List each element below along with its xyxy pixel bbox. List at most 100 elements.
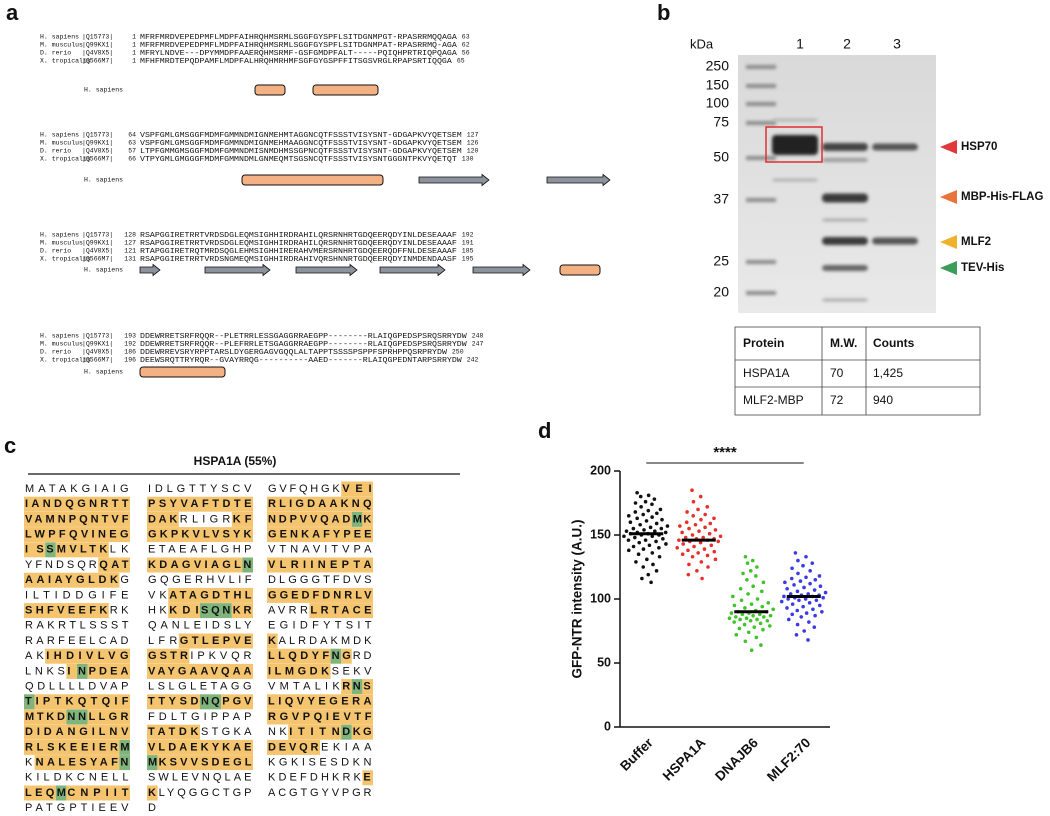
gel-unit: kDa (690, 36, 714, 51)
end-position: 195 (462, 256, 474, 263)
residues: S (363, 681, 370, 693)
sequence: MFHFMRDTEPQDPAMFLMDPFALHRQHMRHMFSGFGYGSP… (140, 58, 453, 66)
data-point (681, 542, 686, 546)
data-point (712, 516, 716, 521)
accession: |Q566M7| (82, 58, 113, 65)
covered-highlight (66, 785, 130, 801)
residues: I (67, 665, 70, 677)
residues: RD (353, 650, 372, 662)
residues: RGVPQIEVTF (268, 711, 372, 723)
residues: GKPKVLVSYK (148, 529, 252, 541)
covered-highlight (351, 724, 373, 740)
covered-highlight (341, 679, 352, 695)
species-name: M. musculus (40, 341, 83, 348)
residues: LFR (148, 635, 177, 647)
data-point (751, 613, 755, 618)
data-point (761, 615, 766, 619)
data-point (686, 548, 690, 553)
covered-highlight (24, 542, 46, 558)
data-point (633, 510, 638, 514)
modified-highlight (66, 709, 88, 725)
residues: EGIDFYTSIT (268, 620, 372, 632)
modified-highlight (351, 511, 363, 527)
covered-highlight (221, 694, 253, 710)
covered-highlight (267, 694, 373, 710)
data-point (639, 505, 643, 509)
data-point (817, 603, 822, 608)
data-point (795, 622, 800, 627)
data-point (750, 558, 755, 563)
data-point (646, 572, 651, 577)
residues: GQGERHVLIF (148, 574, 252, 586)
accession: |Q4V8X5| (82, 148, 113, 155)
data-point (743, 639, 748, 644)
data-point (647, 543, 652, 548)
covered-highlight (362, 770, 373, 786)
data-point (752, 625, 757, 629)
data-point (788, 592, 793, 596)
residues: M (120, 741, 129, 753)
species-name: D. rerio (40, 349, 71, 356)
data-point (798, 579, 803, 583)
start-position: 186 (124, 349, 136, 356)
data-point (703, 512, 707, 517)
data-point (636, 552, 641, 556)
residues: KDAGVIAGL (148, 559, 241, 571)
start-position: 1 (132, 34, 136, 41)
covered-highlight (231, 603, 253, 619)
data-point (700, 576, 704, 581)
residues: TATDK (148, 726, 199, 738)
modified-highlight (119, 739, 130, 755)
residues: IHDIVLVG (46, 650, 128, 662)
data-point (655, 511, 659, 516)
covered-highlight (147, 511, 179, 527)
gel-band (772, 135, 818, 155)
data-point (760, 604, 765, 609)
start-position: 196 (124, 357, 136, 364)
data-point (690, 488, 694, 493)
species-name: X. tropicalis (40, 256, 91, 263)
sequence: LTPFGMMGMSGGFMDMFGMMNDMISNMDHMSSGPNCQTFS… (140, 148, 462, 156)
modified-highlight (45, 542, 56, 558)
highlight-box (765, 126, 823, 163)
modified-highlight (351, 679, 363, 695)
covered-highlight (147, 557, 243, 573)
start-position: 128 (124, 232, 136, 239)
covered-highlight (24, 527, 130, 543)
data-point (741, 571, 745, 576)
data-point (709, 543, 714, 548)
species-name: M. musculus (40, 240, 83, 247)
data-point (768, 613, 773, 618)
residues: LWPFQVINEG (25, 529, 129, 541)
y-tick-label: 150 (590, 527, 611, 541)
end-position: 120 (467, 148, 479, 155)
ladder-band (746, 102, 776, 106)
accession: |Q15773| (82, 34, 113, 41)
band-arrow (940, 140, 957, 154)
residues: GENKAFYPEE (268, 529, 372, 541)
data-point (755, 597, 760, 601)
y-tick-label: 200 (590, 463, 611, 477)
data-point (695, 569, 699, 573)
residues: LEQ (25, 787, 55, 799)
sequence: MFRYLNDVE---DPYMMDPFAAERQHMSRMF-GSFGMDPF… (140, 50, 458, 58)
data-point (806, 638, 810, 642)
data-point (641, 547, 646, 551)
covered-highlight (168, 603, 200, 619)
data-point (754, 635, 759, 640)
data-point (755, 617, 759, 622)
data-point (635, 516, 639, 521)
data-point (626, 548, 631, 553)
residues: SQN (201, 605, 230, 617)
covered-highlight (24, 603, 109, 619)
gel-band (822, 158, 868, 162)
data-point (813, 613, 817, 618)
y-tick-label: 0 (604, 719, 611, 733)
data-point (795, 608, 800, 613)
end-position: 191 (462, 240, 474, 247)
covered-highlight (362, 679, 373, 695)
sequence: VSPFGMLGMSGGFMDMFGMMNDMIGNMEHMTAGGNCQTFS… (140, 132, 462, 140)
data-point (734, 633, 739, 637)
data-point (641, 512, 645, 517)
data-point (782, 594, 786, 599)
